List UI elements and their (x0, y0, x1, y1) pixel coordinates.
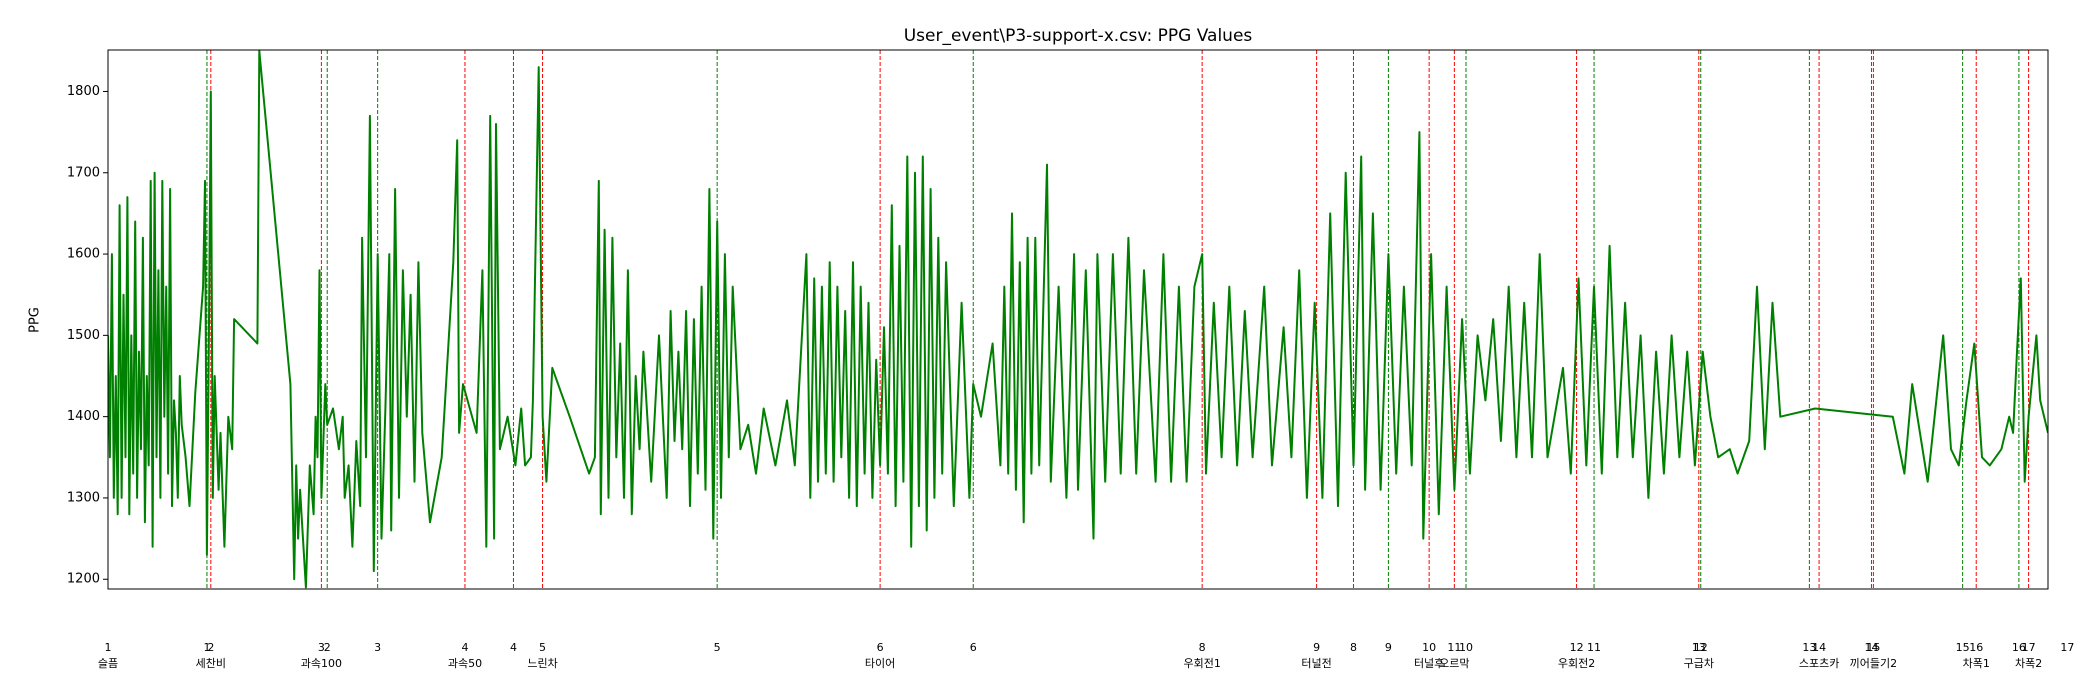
event-number: 11 (1587, 641, 1601, 654)
event-number: 2 (207, 641, 214, 654)
event-name: 우회전2 (1558, 657, 1595, 670)
event-number: 10 (1422, 641, 1436, 654)
y-tick-label: 1300 (67, 490, 100, 505)
event-number: 12 (1694, 641, 1708, 654)
event-number: 2 (324, 641, 331, 654)
event-number: 13 (1802, 641, 1816, 654)
chart-title: User_event\P3-support-x.csv: PPG Values (904, 26, 1253, 46)
event-name: 슬픔 (98, 657, 118, 670)
event-number: 14 (1864, 641, 1878, 654)
event-number: 14 (1812, 641, 1826, 654)
y-tick-label: 1800 (67, 84, 100, 99)
event-name: 터널후 (1414, 657, 1444, 670)
event-number: 1 (105, 641, 112, 654)
event-number: 15 (1956, 641, 1970, 654)
event-number: 8 (1199, 641, 1206, 654)
event-number: 12 (1570, 641, 1584, 654)
event-number: 16 (2012, 641, 2026, 654)
event-number: 4 (461, 641, 468, 654)
event-number: 4 (510, 641, 517, 654)
event-name: 세찬비 (196, 656, 226, 670)
event-number: 17 (2022, 641, 2036, 654)
y-tick-label: 1400 (67, 409, 100, 424)
ppg-line (108, 50, 2048, 589)
event-number: 6 (877, 641, 884, 654)
event-number: 3 (374, 641, 381, 654)
event-number: 15 (1866, 641, 1880, 654)
event-number: 8 (1350, 641, 1357, 654)
event-name: 과속100 (301, 657, 342, 670)
event-name: 타이어 (865, 657, 895, 670)
event-number: 13 (1692, 641, 1706, 654)
plot-frame (107, 49, 2049, 590)
event-name: 우회전1 (1183, 657, 1220, 670)
y-tick-label: 1700 (67, 165, 100, 180)
event-name: 끼어들기2 (1850, 657, 1897, 670)
event-number: 1 (203, 641, 210, 654)
event-name: 구급차 (1684, 657, 1714, 670)
event-name: 차폭1 (1963, 657, 1990, 670)
event-number: 3 (318, 641, 325, 654)
event-number: 10 (1459, 641, 1473, 654)
y-tick-label: 1500 (67, 328, 100, 343)
y-axis-label: PPG (28, 307, 43, 333)
event-number: 6 (970, 641, 977, 654)
event-name: 스포츠카 (1799, 657, 1839, 670)
y-tick-label: 1600 (67, 247, 100, 262)
event-name: 오르막 (1439, 657, 1469, 670)
event-number: 11 (1447, 641, 1461, 654)
event-number: 16 (1969, 641, 1983, 654)
event-number: 9 (1385, 641, 1392, 654)
event-name: 차폭2 (2015, 657, 2042, 670)
event-name: 터널전 (1301, 657, 1331, 670)
event-number: 5 (714, 641, 721, 654)
event-number: 5 (539, 641, 546, 654)
plot-area (108, 50, 2048, 589)
event-number: 17 (2060, 641, 2074, 654)
event-name: 과속50 (448, 657, 482, 670)
event-number: 9 (1313, 641, 1320, 654)
y-tick-label: 1200 (67, 572, 100, 587)
event-name: 느린차 (527, 657, 557, 670)
